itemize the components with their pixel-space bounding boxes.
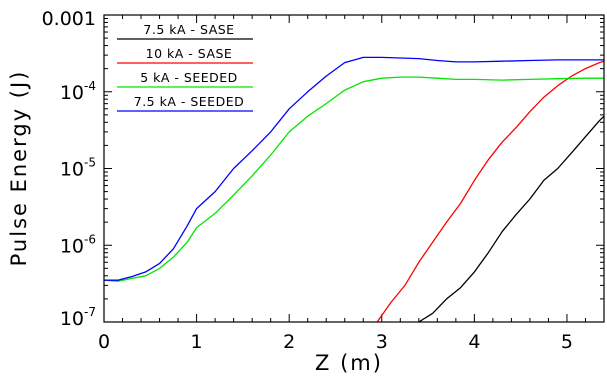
y-tick-label: 10-7 xyxy=(60,305,96,330)
y-tick-label-exponent: -6 xyxy=(84,232,96,246)
series-line-2 xyxy=(376,60,604,322)
x-tick-labels: 0 1 2 3 4 5 xyxy=(98,331,573,353)
x-tick-label: 4 xyxy=(468,331,480,353)
legend-label: 7.5 kA - SEEDED xyxy=(134,94,244,109)
y-tick-label-text: 0.001 xyxy=(42,8,96,30)
legend-label: 7.5 kA - SASE xyxy=(143,22,234,37)
series-line-4 xyxy=(104,56,604,281)
x-axis-label: Z (m) xyxy=(315,351,383,375)
x-tick-label: 5 xyxy=(561,331,573,353)
y-tick-label: 10-5 xyxy=(60,156,96,181)
series-lines xyxy=(104,56,604,322)
x-tick-label: 3 xyxy=(376,331,388,353)
y-tick-label: 0.001 xyxy=(42,8,96,30)
legend-label: 10 kA - SASE xyxy=(146,46,233,61)
series-line-1 xyxy=(418,115,604,322)
x-tick-label: 1 xyxy=(191,331,203,353)
y-tick-label-base: 10 xyxy=(60,308,84,330)
y-tick-label-base: 10 xyxy=(60,159,84,181)
legend: 7.5 kA - SASE 10 kA - SASE 5 kA - SEEDED 7.… xyxy=(117,22,253,112)
y-axis-label: Pulse Energy (J) xyxy=(7,70,31,267)
y-tick-labels: 10-710-610-510-40.001 xyxy=(42,8,96,330)
y-tick-label: 10-4 xyxy=(60,79,96,104)
legend-label: 5 kA - SEEDED xyxy=(140,70,238,85)
series-line-3 xyxy=(104,76,604,282)
plot-frame xyxy=(103,14,605,323)
y-tick-label-exponent: -5 xyxy=(84,156,96,170)
y-tick-label-exponent: -4 xyxy=(84,79,96,93)
y-tick-label-base: 10 xyxy=(60,82,84,104)
y-tick-label: 10-6 xyxy=(60,232,96,257)
y-tick-label-exponent: -7 xyxy=(84,305,96,319)
x-tick-label: 2 xyxy=(283,331,295,353)
y-tick-label-base: 10 xyxy=(60,235,84,257)
x-tick-label: 0 xyxy=(98,331,110,353)
minor-tick-marks xyxy=(104,15,604,322)
